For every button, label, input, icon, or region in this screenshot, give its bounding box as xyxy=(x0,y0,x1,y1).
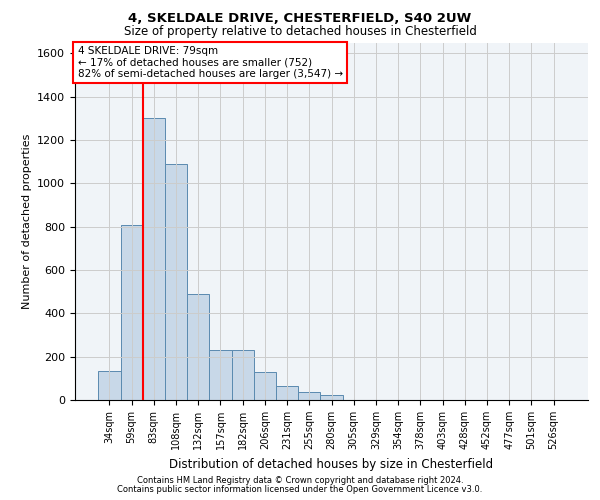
Bar xyxy=(187,294,209,400)
Y-axis label: Number of detached properties: Number of detached properties xyxy=(22,134,32,309)
Text: Size of property relative to detached houses in Chesterfield: Size of property relative to detached ho… xyxy=(124,25,476,38)
Bar xyxy=(232,350,254,400)
Bar xyxy=(276,386,298,400)
Text: 4, SKELDALE DRIVE, CHESTERFIELD, S40 2UW: 4, SKELDALE DRIVE, CHESTERFIELD, S40 2UW xyxy=(128,12,472,26)
X-axis label: Distribution of detached houses by size in Chesterfield: Distribution of detached houses by size … xyxy=(169,458,494,470)
Bar xyxy=(298,392,320,400)
Bar xyxy=(209,350,232,400)
Bar xyxy=(98,371,121,400)
Bar xyxy=(165,164,187,400)
Text: Contains HM Land Registry data © Crown copyright and database right 2024.: Contains HM Land Registry data © Crown c… xyxy=(137,476,463,485)
Bar xyxy=(254,372,276,400)
Bar xyxy=(121,224,143,400)
Text: 4 SKELDALE DRIVE: 79sqm
← 17% of detached houses are smaller (752)
82% of semi-d: 4 SKELDALE DRIVE: 79sqm ← 17% of detache… xyxy=(77,46,343,80)
Text: Contains public sector information licensed under the Open Government Licence v3: Contains public sector information licen… xyxy=(118,485,482,494)
Bar xyxy=(320,394,343,400)
Bar xyxy=(143,118,165,400)
